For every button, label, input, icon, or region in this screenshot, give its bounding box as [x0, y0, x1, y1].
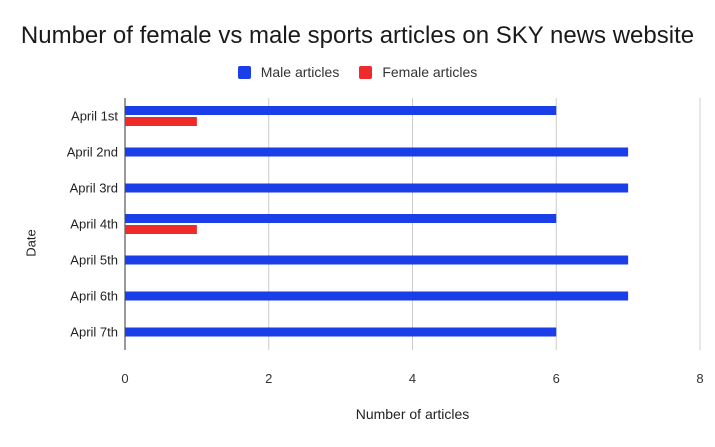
y-tick-label-2: April 2nd	[67, 145, 118, 160]
legend-item-female: Female articles	[359, 64, 477, 80]
bar-male-6	[125, 291, 629, 301]
y-tick-label-6: April 6th	[70, 289, 118, 304]
legend-swatch-male	[237, 65, 251, 79]
x-tick-label-8: 8	[696, 371, 703, 386]
bar-male-4	[125, 214, 557, 223]
bar-female-1	[125, 117, 197, 126]
bar-male-1	[125, 106, 557, 115]
x-tick-label-2: 2	[265, 371, 272, 386]
y-tick-label-5: April 5th	[70, 253, 118, 268]
bar-male-5	[125, 255, 629, 265]
legend-label-male: Male articles	[260, 64, 340, 80]
x-tick-label-4: 4	[409, 371, 416, 386]
y-tick-label-4: April 4th	[70, 217, 118, 232]
y-tick-label-1: April 1st	[71, 109, 118, 124]
y-tick-label-3: April 3rd	[70, 181, 118, 196]
bar-female-4	[125, 225, 197, 234]
bar-male-7	[125, 327, 557, 337]
y-tick-label-7: April 7th	[70, 325, 118, 340]
legend-label-female: Female articles	[382, 64, 478, 80]
chart-title: Number of female vs male sports articles…	[20, 22, 695, 49]
bar-male-2	[125, 147, 629, 157]
x-tick-label-0: 0	[121, 371, 128, 386]
legend: Male articles Female articles	[0, 64, 715, 80]
x-tick-label-6: 6	[553, 371, 560, 386]
bar-male-3	[125, 183, 629, 193]
legend-item-male: Male articles	[237, 64, 340, 80]
legend-swatch-female	[359, 65, 373, 79]
x-axis-label: Number of articles	[355, 406, 470, 422]
